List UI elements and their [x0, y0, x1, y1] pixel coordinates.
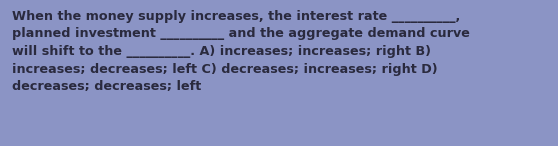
Text: When the money supply increases, the interest rate __________,
planned investmen: When the money supply increases, the int… [12, 10, 470, 93]
